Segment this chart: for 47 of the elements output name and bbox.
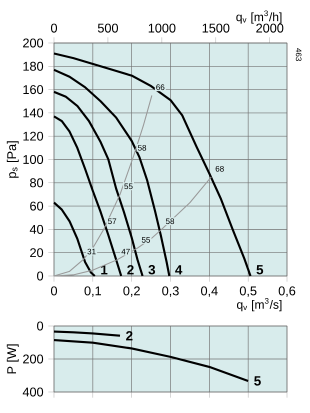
series-label: 5: [256, 265, 264, 274]
y-axis-title: p$_{s}$ [Pa]: [6, 141, 19, 178]
text: 463: [296, 48, 302, 61]
y-tick-label: 400: [22, 388, 44, 396]
y-tick-label: 200: [23, 38, 44, 48]
y-axis-title: P [W]: [6, 344, 19, 374]
y-tick-label: 100: [23, 155, 44, 164]
annotation: 47: [121, 248, 130, 254]
x2-tick-label: 1000: [148, 24, 176, 33]
y-tick-label: 20: [30, 248, 44, 258]
series-label: 2: [127, 265, 134, 274]
y-tick-label: 200: [23, 354, 44, 364]
annotation: 55: [142, 237, 150, 243]
annotation: 31: [87, 248, 96, 254]
annotation: 55: [124, 184, 133, 190]
y-tick-label: 140: [23, 108, 44, 118]
x2-tick-label: 500: [98, 24, 118, 33]
x2-tick-label: 2000: [256, 24, 284, 33]
y-tick-label: 0: [37, 272, 44, 280]
y-tick-label: 120: [23, 132, 44, 141]
annotation: 68: [216, 166, 224, 172]
x-tick-label: 0,2: [123, 286, 140, 297]
series-label: 3: [148, 264, 156, 274]
x-tick-label: 0: [50, 286, 58, 296]
y-tick-label: 60: [30, 202, 44, 211]
x-tick-label: 0,6: [278, 286, 296, 297]
y-tick-label: 40: [30, 224, 44, 234]
annotation: 58: [166, 218, 174, 224]
x-tick-label: 0,5: [240, 286, 256, 297]
y-tick-label: 80: [30, 178, 44, 188]
x-tick-label: 0,1: [84, 286, 102, 297]
y-tick-label: 160: [23, 85, 44, 94]
series-label: 2: [126, 331, 132, 340]
x2-axis-title: q$_{v}$ [m$^{3}$/h]: [236, 10, 282, 24]
series-label: 4: [175, 265, 182, 274]
x2-tick-label: 0: [50, 24, 58, 33]
x-tick-label: 0,4: [201, 286, 218, 297]
x-tick-label: 0,3: [162, 286, 179, 297]
y-tick-label: 0: [37, 322, 44, 330]
y-tick-label: 180: [23, 62, 44, 71]
annotation: 66: [156, 84, 164, 90]
x2-tick-label: 1500: [202, 24, 230, 33]
x-axis-title: q$_{v}$ [m$^{3}$/s]: [237, 298, 282, 312]
annotation: 57: [108, 218, 116, 224]
annotation: 58: [138, 145, 146, 151]
series-label: 5: [254, 376, 261, 386]
series-label: 1: [101, 265, 108, 274]
